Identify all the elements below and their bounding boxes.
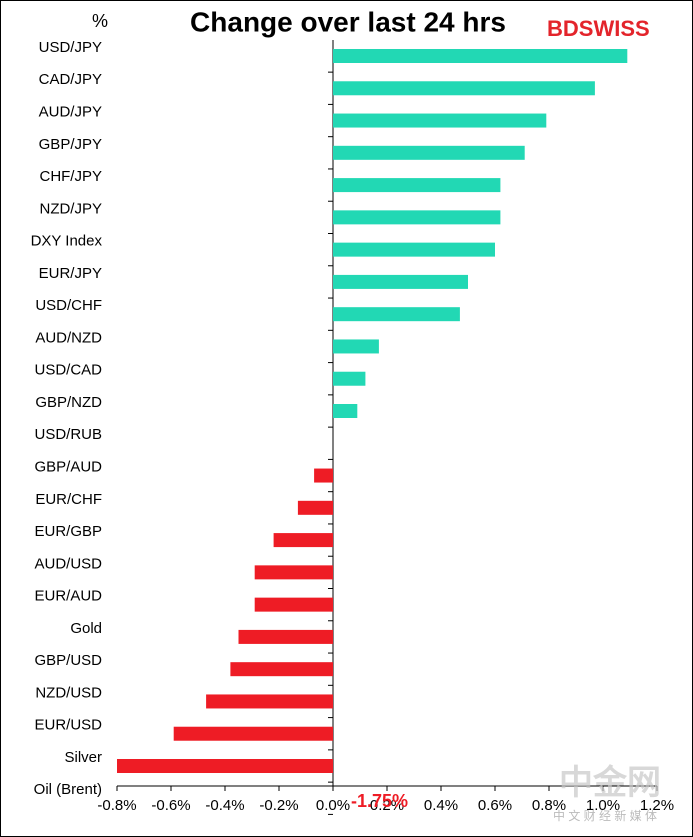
bar [297, 500, 333, 515]
bar [333, 307, 460, 322]
y-tick-label: CHF/JPY [39, 168, 102, 185]
y-tick-label: USD/RUB [34, 426, 102, 443]
y-tick-label: EUR/GBP [34, 523, 102, 540]
y-tick-label: USD/CAD [34, 362, 102, 379]
x-tick-label: 1.0% [586, 797, 620, 814]
y-tick-label: EUR/JPY [39, 265, 102, 282]
x-tick-label: -0.8% [97, 797, 136, 814]
y-tick-label: AUD/NZD [35, 329, 102, 346]
y-tick-label: NZD/USD [35, 684, 102, 701]
bar [173, 726, 333, 741]
y-tick-label: DXY Index [31, 233, 103, 250]
bar [314, 468, 333, 483]
x-tick-label: -0.4% [205, 797, 244, 814]
bar [333, 113, 547, 128]
unit-label: % [92, 11, 108, 31]
y-tick-label: NZD/JPY [39, 200, 102, 217]
y-tick-label: EUR/AUD [34, 588, 102, 605]
bar [333, 210, 501, 225]
bar [333, 81, 595, 96]
bar [333, 404, 358, 418]
logo: BDSWISS [547, 16, 650, 41]
y-tick-label: USD/CHF [35, 297, 102, 314]
bar [254, 597, 333, 612]
x-tick-label: 0.0% [316, 797, 350, 814]
y-tick-label: GBP/USD [34, 652, 102, 669]
chart-title: Change over last 24 hrs [190, 6, 506, 37]
y-tick-label: Oil (Brent) [34, 781, 102, 798]
bar [333, 145, 525, 160]
bar [333, 242, 495, 257]
value-label: -1.75% [351, 791, 408, 811]
x-tick-label: -0.2% [259, 797, 298, 814]
y-tick-label: GBP/NZD [35, 394, 102, 411]
y-tick-label: AUD/USD [34, 555, 102, 572]
x-tick-label: 0.8% [532, 797, 566, 814]
x-tick-label: 0.2% [370, 797, 404, 814]
y-tick-label: Silver [64, 749, 102, 766]
x-tick-label: 0.4% [424, 797, 458, 814]
bar [333, 178, 501, 193]
bar [238, 629, 333, 644]
y-tick-label: AUD/JPY [39, 104, 102, 121]
bar [117, 759, 333, 773]
bar [333, 339, 379, 354]
x-tick-label: -0.6% [151, 797, 190, 814]
bar [333, 371, 366, 386]
bar [206, 694, 333, 709]
y-tick-label: CAD/JPY [39, 71, 102, 88]
y-tick-label: GBP/JPY [39, 136, 102, 153]
y-tick-label: USD/JPY [39, 39, 102, 56]
bar [333, 274, 468, 289]
bar [273, 533, 333, 548]
bar [333, 49, 628, 63]
watermark-sub: 中 文 财 经 新 媒 体 [553, 808, 657, 823]
y-tick-label: GBP/AUD [34, 459, 102, 476]
y-tick-label: EUR/CHF [35, 491, 102, 508]
bar [254, 565, 333, 580]
y-tick-label: Gold [70, 620, 102, 637]
bar [230, 662, 333, 677]
x-tick-label: 1.2% [640, 797, 674, 814]
x-tick-label: 0.6% [478, 797, 512, 814]
y-tick-label: EUR/USD [34, 717, 102, 734]
watermark: 中金网 [559, 763, 661, 802]
